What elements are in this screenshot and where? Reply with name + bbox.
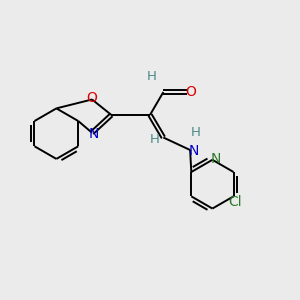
Text: Cl: Cl xyxy=(228,195,242,209)
Text: H: H xyxy=(149,133,159,146)
Text: O: O xyxy=(87,91,98,105)
Text: O: O xyxy=(185,85,196,99)
Text: N: N xyxy=(88,127,99,141)
Text: N: N xyxy=(211,152,221,166)
Text: H: H xyxy=(146,70,156,83)
Text: H: H xyxy=(191,126,201,139)
Text: N: N xyxy=(188,145,199,158)
